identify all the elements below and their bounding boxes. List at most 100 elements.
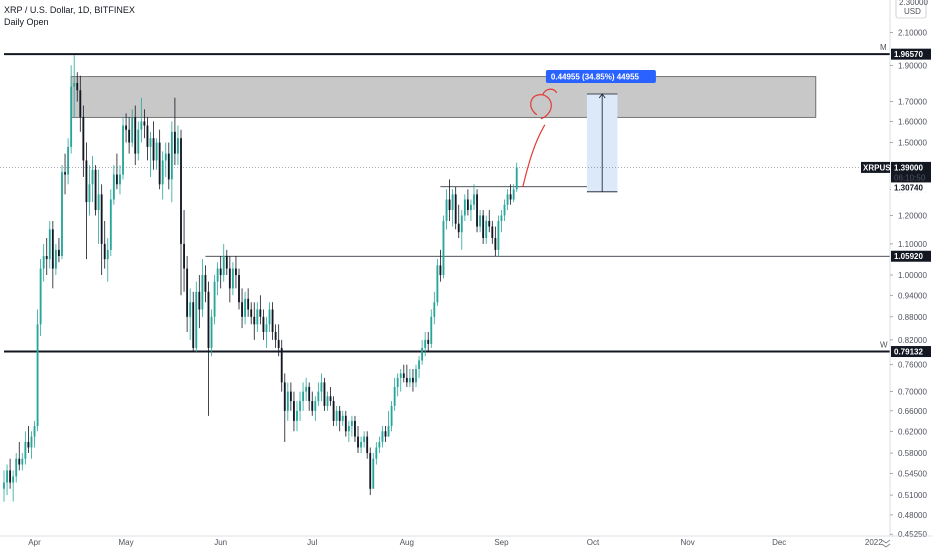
candle-body — [24, 441, 27, 459]
candle-body — [27, 441, 30, 448]
candle-body — [30, 436, 33, 448]
candle-body — [3, 482, 5, 489]
candle-body — [421, 347, 424, 361]
candle-body — [180, 138, 182, 244]
candle-body — [131, 117, 134, 143]
price-axis-bg — [890, 0, 932, 550]
indicator-label: Daily Open — [4, 17, 49, 27]
candle-body — [265, 324, 268, 333]
candle-body — [274, 332, 277, 340]
candle-body — [271, 309, 274, 333]
symbol-title: XRP / U.S. Dollar, 1D, BITFINEX — [4, 5, 135, 15]
candle-body — [155, 142, 158, 161]
candle-body — [238, 275, 240, 303]
candle-body — [460, 215, 463, 233]
time-tick-label: Nov — [681, 538, 695, 547]
candle-body — [177, 138, 179, 154]
candle-body — [479, 215, 482, 227]
price-tick-label: 0.58000 — [898, 449, 927, 458]
candle-body — [341, 415, 344, 421]
symbol-tag-label: XRPUSD — [863, 163, 897, 172]
level-price-label: 1.05920 — [894, 252, 923, 261]
candle-body — [363, 436, 366, 442]
measure-label-box — [545, 70, 656, 84]
level-price-tag — [891, 346, 931, 358]
candle-body — [293, 401, 295, 421]
candle-body — [454, 194, 457, 224]
candle-body — [61, 172, 63, 256]
candle-body — [366, 436, 369, 454]
candle-body — [128, 129, 131, 143]
candle-body — [97, 194, 100, 211]
candle-body — [15, 458, 18, 477]
candle-body — [106, 249, 109, 260]
level-price-tag — [891, 48, 931, 60]
price-tick-label: 0.54500 — [898, 469, 927, 478]
candle-body — [350, 420, 353, 427]
candle-body — [439, 265, 442, 276]
candle-body — [436, 265, 439, 303]
scroll-right-icon[interactable] — [881, 539, 891, 548]
candle-body — [494, 237, 497, 250]
time-tick-label: Sep — [494, 538, 509, 547]
candle-body — [393, 386, 396, 406]
candle-body — [268, 309, 271, 325]
candle-body — [115, 174, 118, 185]
price-tick-label: 0.66000 — [898, 407, 927, 416]
price-tick-label: 0.82000 — [898, 336, 927, 345]
price-tick-label: 1.10000 — [898, 240, 927, 249]
current-price-label: 1.39000 — [894, 163, 923, 172]
candle-body — [277, 339, 280, 348]
price-tick-label: 1.70000 — [898, 98, 927, 107]
candle-body — [91, 169, 94, 185]
candle-body — [396, 377, 399, 387]
candle-body — [198, 291, 201, 310]
candle-body — [357, 436, 359, 448]
candle-body — [488, 220, 491, 227]
candle-body — [372, 458, 375, 489]
candle-body — [509, 194, 512, 200]
candle-body — [103, 243, 106, 260]
candle-body — [94, 169, 97, 211]
candle-body — [210, 316, 213, 348]
candle-body — [241, 302, 243, 317]
candle-body — [45, 255, 48, 260]
time-tick-label: May — [119, 538, 134, 547]
candle-body — [58, 249, 60, 256]
candle-body — [283, 382, 286, 411]
candle-body — [109, 199, 112, 250]
level-price-label: 0.79132 — [894, 348, 923, 357]
currency-box[interactable] — [895, 0, 927, 19]
candle-body — [418, 360, 420, 370]
candle-body — [448, 199, 451, 211]
candle-body — [54, 249, 57, 269]
candle-body — [225, 255, 228, 269]
candle-body — [503, 204, 506, 216]
candle-body — [85, 160, 88, 203]
candle-body — [216, 268, 219, 282]
candle-body — [515, 167, 518, 190]
candle-body — [18, 458, 21, 465]
candle-body — [476, 194, 478, 227]
candle-body — [170, 131, 173, 180]
candle-body — [125, 125, 127, 130]
time-tick-label: Aug — [400, 538, 414, 547]
candle-body — [399, 373, 402, 378]
candle-body — [320, 382, 323, 392]
candle-body — [195, 291, 198, 348]
candle-body — [445, 199, 448, 221]
price-tick-label: 2.10000 — [898, 29, 927, 38]
candle-body — [70, 86, 73, 147]
candle-body — [161, 160, 164, 185]
candle-body — [286, 391, 289, 411]
candle-body — [323, 382, 326, 406]
candle-body — [506, 194, 509, 205]
candle-body — [21, 458, 24, 465]
candle-body — [228, 268, 231, 289]
candle-body — [326, 396, 329, 406]
candle-body — [33, 426, 36, 437]
candle-body — [360, 441, 362, 448]
level-tag-label: M — [880, 43, 887, 52]
